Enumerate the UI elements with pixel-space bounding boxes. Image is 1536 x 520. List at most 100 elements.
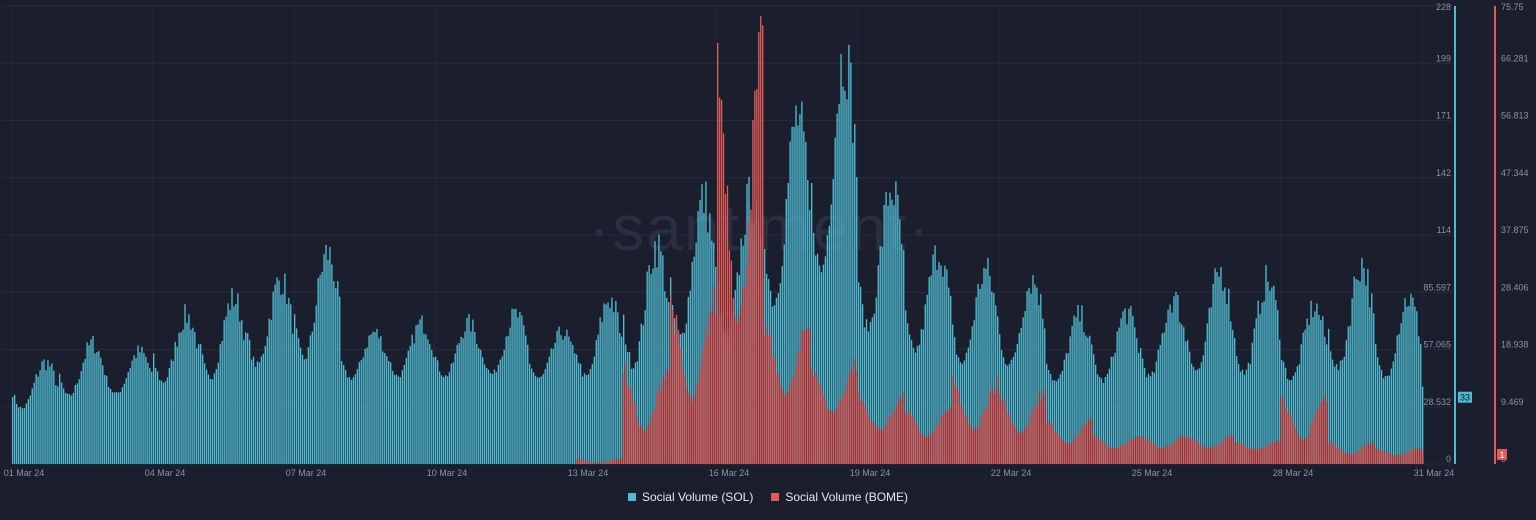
sol-bar bbox=[292, 333, 294, 464]
sol-bar bbox=[162, 382, 165, 464]
sol-bar bbox=[403, 364, 406, 464]
bome-bar bbox=[928, 435, 930, 464]
sol-bar bbox=[55, 385, 57, 464]
sol-bar bbox=[560, 335, 562, 464]
sol-bar bbox=[166, 377, 169, 464]
bome-bar bbox=[952, 374, 954, 464]
bome-bar bbox=[959, 405, 962, 464]
bome-bar bbox=[1343, 452, 1346, 464]
sol-bar bbox=[153, 353, 155, 464]
bome-bar bbox=[585, 460, 588, 464]
sol-bar bbox=[1234, 338, 1236, 464]
sol-bar bbox=[1124, 308, 1126, 464]
sol-bar bbox=[1271, 287, 1273, 464]
sol-bar bbox=[1369, 307, 1371, 464]
sol-bar bbox=[534, 375, 537, 464]
sol-bar bbox=[182, 329, 184, 464]
sol-bar bbox=[1047, 369, 1050, 464]
sol-bar bbox=[123, 383, 125, 464]
sol-bar bbox=[397, 376, 400, 464]
sol-bar bbox=[1394, 353, 1396, 464]
sol-bar bbox=[478, 348, 480, 464]
sol-bar bbox=[599, 317, 601, 464]
sol-bar bbox=[109, 389, 112, 464]
sol-bar bbox=[436, 360, 439, 464]
bome-bar bbox=[750, 209, 752, 464]
x-axis-tick: 31 Mar 24 bbox=[1414, 468, 1455, 478]
bome-bar bbox=[1036, 406, 1038, 464]
sol-bar bbox=[595, 339, 597, 464]
bome-bar bbox=[920, 433, 923, 464]
sol-bar bbox=[1155, 361, 1158, 464]
sol-bar bbox=[421, 315, 423, 464]
sol-bar bbox=[1335, 363, 1338, 464]
legend-item-sol[interactable]: Social Volume (SOL) bbox=[627, 490, 753, 504]
sol-bar bbox=[198, 344, 200, 464]
sol-bar bbox=[33, 382, 35, 464]
sol-bar bbox=[278, 280, 280, 464]
sol-bar bbox=[854, 123, 856, 464]
sol-bar bbox=[1314, 311, 1316, 464]
bome-bar bbox=[668, 370, 670, 464]
sol-bar bbox=[501, 356, 503, 464]
sol-bar bbox=[309, 335, 312, 464]
sol-bar bbox=[1339, 360, 1342, 464]
bome-bar bbox=[1228, 438, 1230, 464]
legend-item-bome[interactable]: Social Volume (BOME) bbox=[771, 490, 908, 504]
bome-bar bbox=[707, 336, 709, 464]
bome-bar bbox=[1369, 444, 1371, 464]
sol-bar bbox=[1130, 306, 1132, 464]
bome-bar bbox=[1147, 439, 1150, 464]
bome-bar bbox=[1075, 436, 1077, 464]
bome-bar bbox=[1024, 427, 1026, 464]
bome-bar bbox=[685, 387, 688, 464]
bome-bar bbox=[715, 314, 717, 464]
x-axis-tick: 04 Mar 24 bbox=[145, 468, 186, 478]
sol-bar bbox=[117, 392, 120, 464]
legend: Social Volume (SOL) Social Volume (BOME) bbox=[0, 490, 1536, 504]
sol-bar bbox=[301, 354, 304, 464]
sol-bar bbox=[1177, 295, 1179, 464]
bome-bar bbox=[1061, 440, 1064, 464]
sol-bar bbox=[1300, 344, 1302, 464]
bome-bar bbox=[1404, 453, 1406, 464]
sol-bar bbox=[1110, 356, 1112, 464]
sol-bar bbox=[946, 269, 948, 464]
bome-bar bbox=[924, 437, 926, 464]
sol-bar bbox=[638, 341, 641, 464]
sol-bar bbox=[989, 275, 991, 464]
sol-bar bbox=[180, 332, 182, 464]
sol-bar bbox=[29, 395, 31, 464]
sol-bar bbox=[793, 126, 795, 464]
sol-bar bbox=[323, 254, 325, 464]
sol-bar bbox=[1328, 328, 1330, 464]
sol-bar bbox=[532, 372, 535, 464]
sol-bar bbox=[1247, 362, 1250, 464]
bome-bar bbox=[1261, 447, 1263, 464]
bome-bar bbox=[679, 347, 682, 464]
sol-bar bbox=[607, 302, 609, 464]
sol-bar bbox=[1396, 335, 1398, 464]
bome-bar bbox=[809, 329, 811, 464]
bome-bar bbox=[1081, 426, 1083, 464]
sol-bar bbox=[270, 319, 272, 464]
bome-bar bbox=[1351, 454, 1353, 464]
sol-bar bbox=[861, 304, 864, 464]
bome-bar bbox=[961, 406, 964, 464]
bome-bar bbox=[1136, 436, 1138, 464]
bome-bar bbox=[621, 458, 623, 464]
bome-bar bbox=[762, 25, 764, 465]
bome-bar bbox=[699, 369, 701, 464]
sol-axis-tick: 57.065 bbox=[1423, 340, 1451, 350]
sol-bar bbox=[1126, 324, 1128, 464]
sol-bar bbox=[411, 334, 413, 464]
sol-bar bbox=[1122, 311, 1124, 464]
sol-bar bbox=[19, 406, 22, 464]
sol-bar bbox=[1153, 372, 1156, 464]
sol-bar bbox=[820, 272, 823, 464]
sol-bar bbox=[15, 403, 18, 464]
sol-bar bbox=[936, 269, 938, 464]
bome-bar bbox=[797, 352, 799, 464]
sol-bar bbox=[435, 356, 437, 464]
bome-bar bbox=[1102, 441, 1105, 464]
